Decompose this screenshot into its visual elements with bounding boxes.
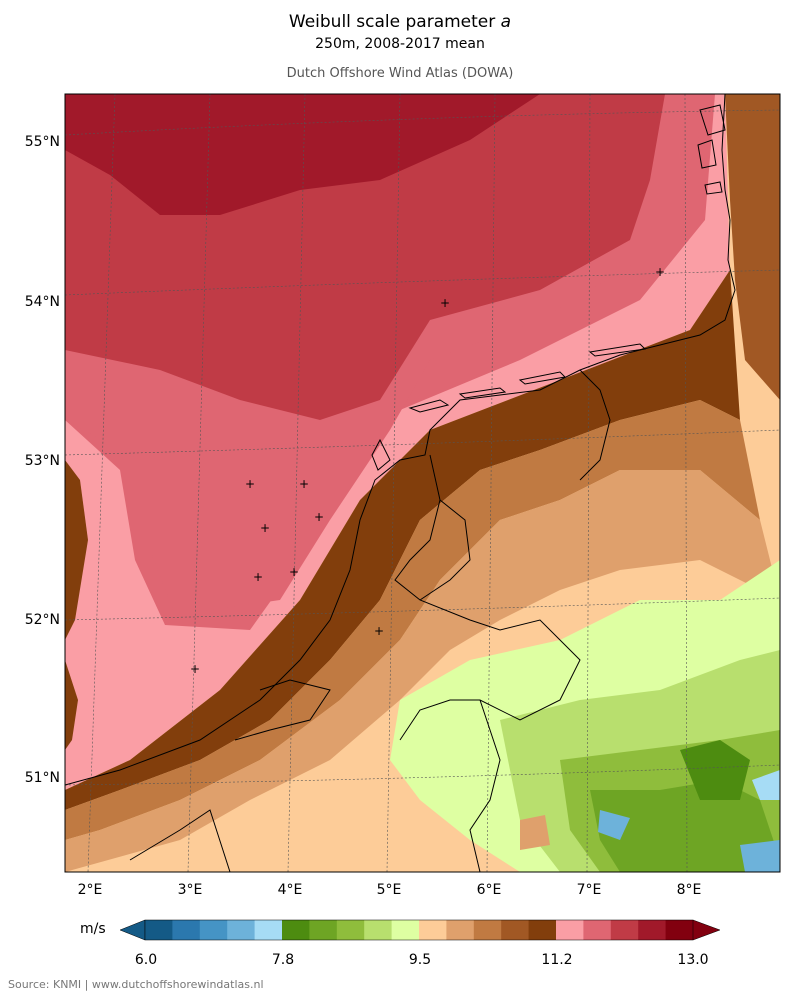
lat-label-53: 53°N (24, 453, 60, 469)
coast-band-dark (65, 270, 740, 810)
lon-label-3: 3°E (177, 882, 203, 898)
uk-coast-strip (65, 460, 88, 640)
station-markers: + + + + + + + + + + (190, 265, 665, 676)
lon-label-6: 6°E (476, 882, 502, 898)
lon-label-5: 5°E (376, 882, 402, 898)
colorbar-swatch (473, 920, 502, 940)
colorbar-swatch (583, 920, 612, 940)
map-credit: Dutch Offshore Wind Atlas (DOWA) (286, 66, 514, 81)
lat-label-52: 52°N (24, 612, 60, 628)
colorbar-swatch (528, 920, 557, 940)
graticule (65, 94, 780, 872)
colorbar-swatch (172, 920, 201, 940)
colorbar (119, 919, 721, 941)
map-subtitle: 250m, 2008-2017 mean (315, 36, 485, 52)
colorbar-swatch (638, 920, 667, 940)
colorbar-tick: 7.8 (271, 952, 295, 968)
map-title: Weibull scale parameter a (288, 12, 512, 32)
coast-band-mid (65, 400, 760, 840)
station-marker: + (374, 624, 384, 638)
lat-label-51: 51°N (24, 770, 60, 786)
lat-label-55: 55°N (24, 134, 60, 150)
station-marker: + (440, 296, 450, 310)
colorbar-swatch (501, 920, 530, 940)
inland-green-darker (590, 780, 780, 872)
colorbar-swatch (391, 920, 420, 940)
colorbar-frame (144, 919, 694, 941)
station-marker: + (253, 570, 263, 584)
colorbar-unit: m/s (80, 921, 106, 937)
colorbar-swatch (419, 920, 447, 940)
colorbar-swatch (199, 920, 228, 940)
colorbar-swatches (145, 920, 694, 940)
colorbar-right-arrow (692, 919, 721, 941)
colorbar-swatch (364, 920, 393, 940)
station-marker: + (190, 662, 200, 676)
colorbar-swatch (227, 920, 256, 940)
highland-patch (680, 740, 750, 800)
colorbar-tick: 6.0 (134, 952, 158, 968)
lon-label-2: 2°E (77, 882, 103, 898)
station-marker: + (314, 510, 324, 524)
colorbar-swatch (610, 920, 639, 940)
colorbar-swatch (309, 920, 338, 940)
lon-label-4: 4°E (277, 882, 303, 898)
colorbar-swatch (282, 920, 310, 940)
valley-blue-east (752, 770, 780, 800)
map-frame (64, 93, 781, 873)
station-marker: + (260, 521, 270, 535)
inland-light-patch (520, 815, 550, 850)
colorbar-swatch (665, 920, 694, 940)
title-symbol: a (500, 12, 512, 32)
station-marker: + (299, 477, 309, 491)
coast-band-light (65, 470, 780, 872)
lon-label-7: 7°E (576, 882, 602, 898)
colorbar-swatch (254, 920, 283, 940)
station-marker: + (289, 565, 299, 579)
colorbar-tick: 11.2 (541, 952, 573, 968)
station-marker: + (655, 265, 665, 279)
colorbar-swatch (446, 920, 475, 940)
colorbar-swatch (556, 920, 584, 940)
colorbar-tick: 13.0 (677, 952, 709, 968)
colorbar-left-arrow (119, 919, 146, 941)
valley-blue-south (740, 840, 780, 872)
german-coast-strip (725, 94, 780, 400)
lat-label-54: 54°N (24, 294, 60, 310)
coastlines (65, 94, 736, 872)
valley-blue (598, 810, 630, 840)
map-field: + + + + + + + + + + (65, 94, 780, 872)
sea-band-darkest (65, 94, 540, 215)
uk-south-strip (65, 660, 78, 750)
colorbar-tick: 9.5 (408, 952, 432, 968)
lon-label-8: 8°E (676, 882, 702, 898)
station-marker: + (245, 477, 255, 491)
source-credit: Source: KNMI | www.dutchoffshorewindatla… (8, 978, 264, 991)
colorbar-swatch (145, 920, 173, 940)
colorbar-swatch (336, 920, 365, 940)
